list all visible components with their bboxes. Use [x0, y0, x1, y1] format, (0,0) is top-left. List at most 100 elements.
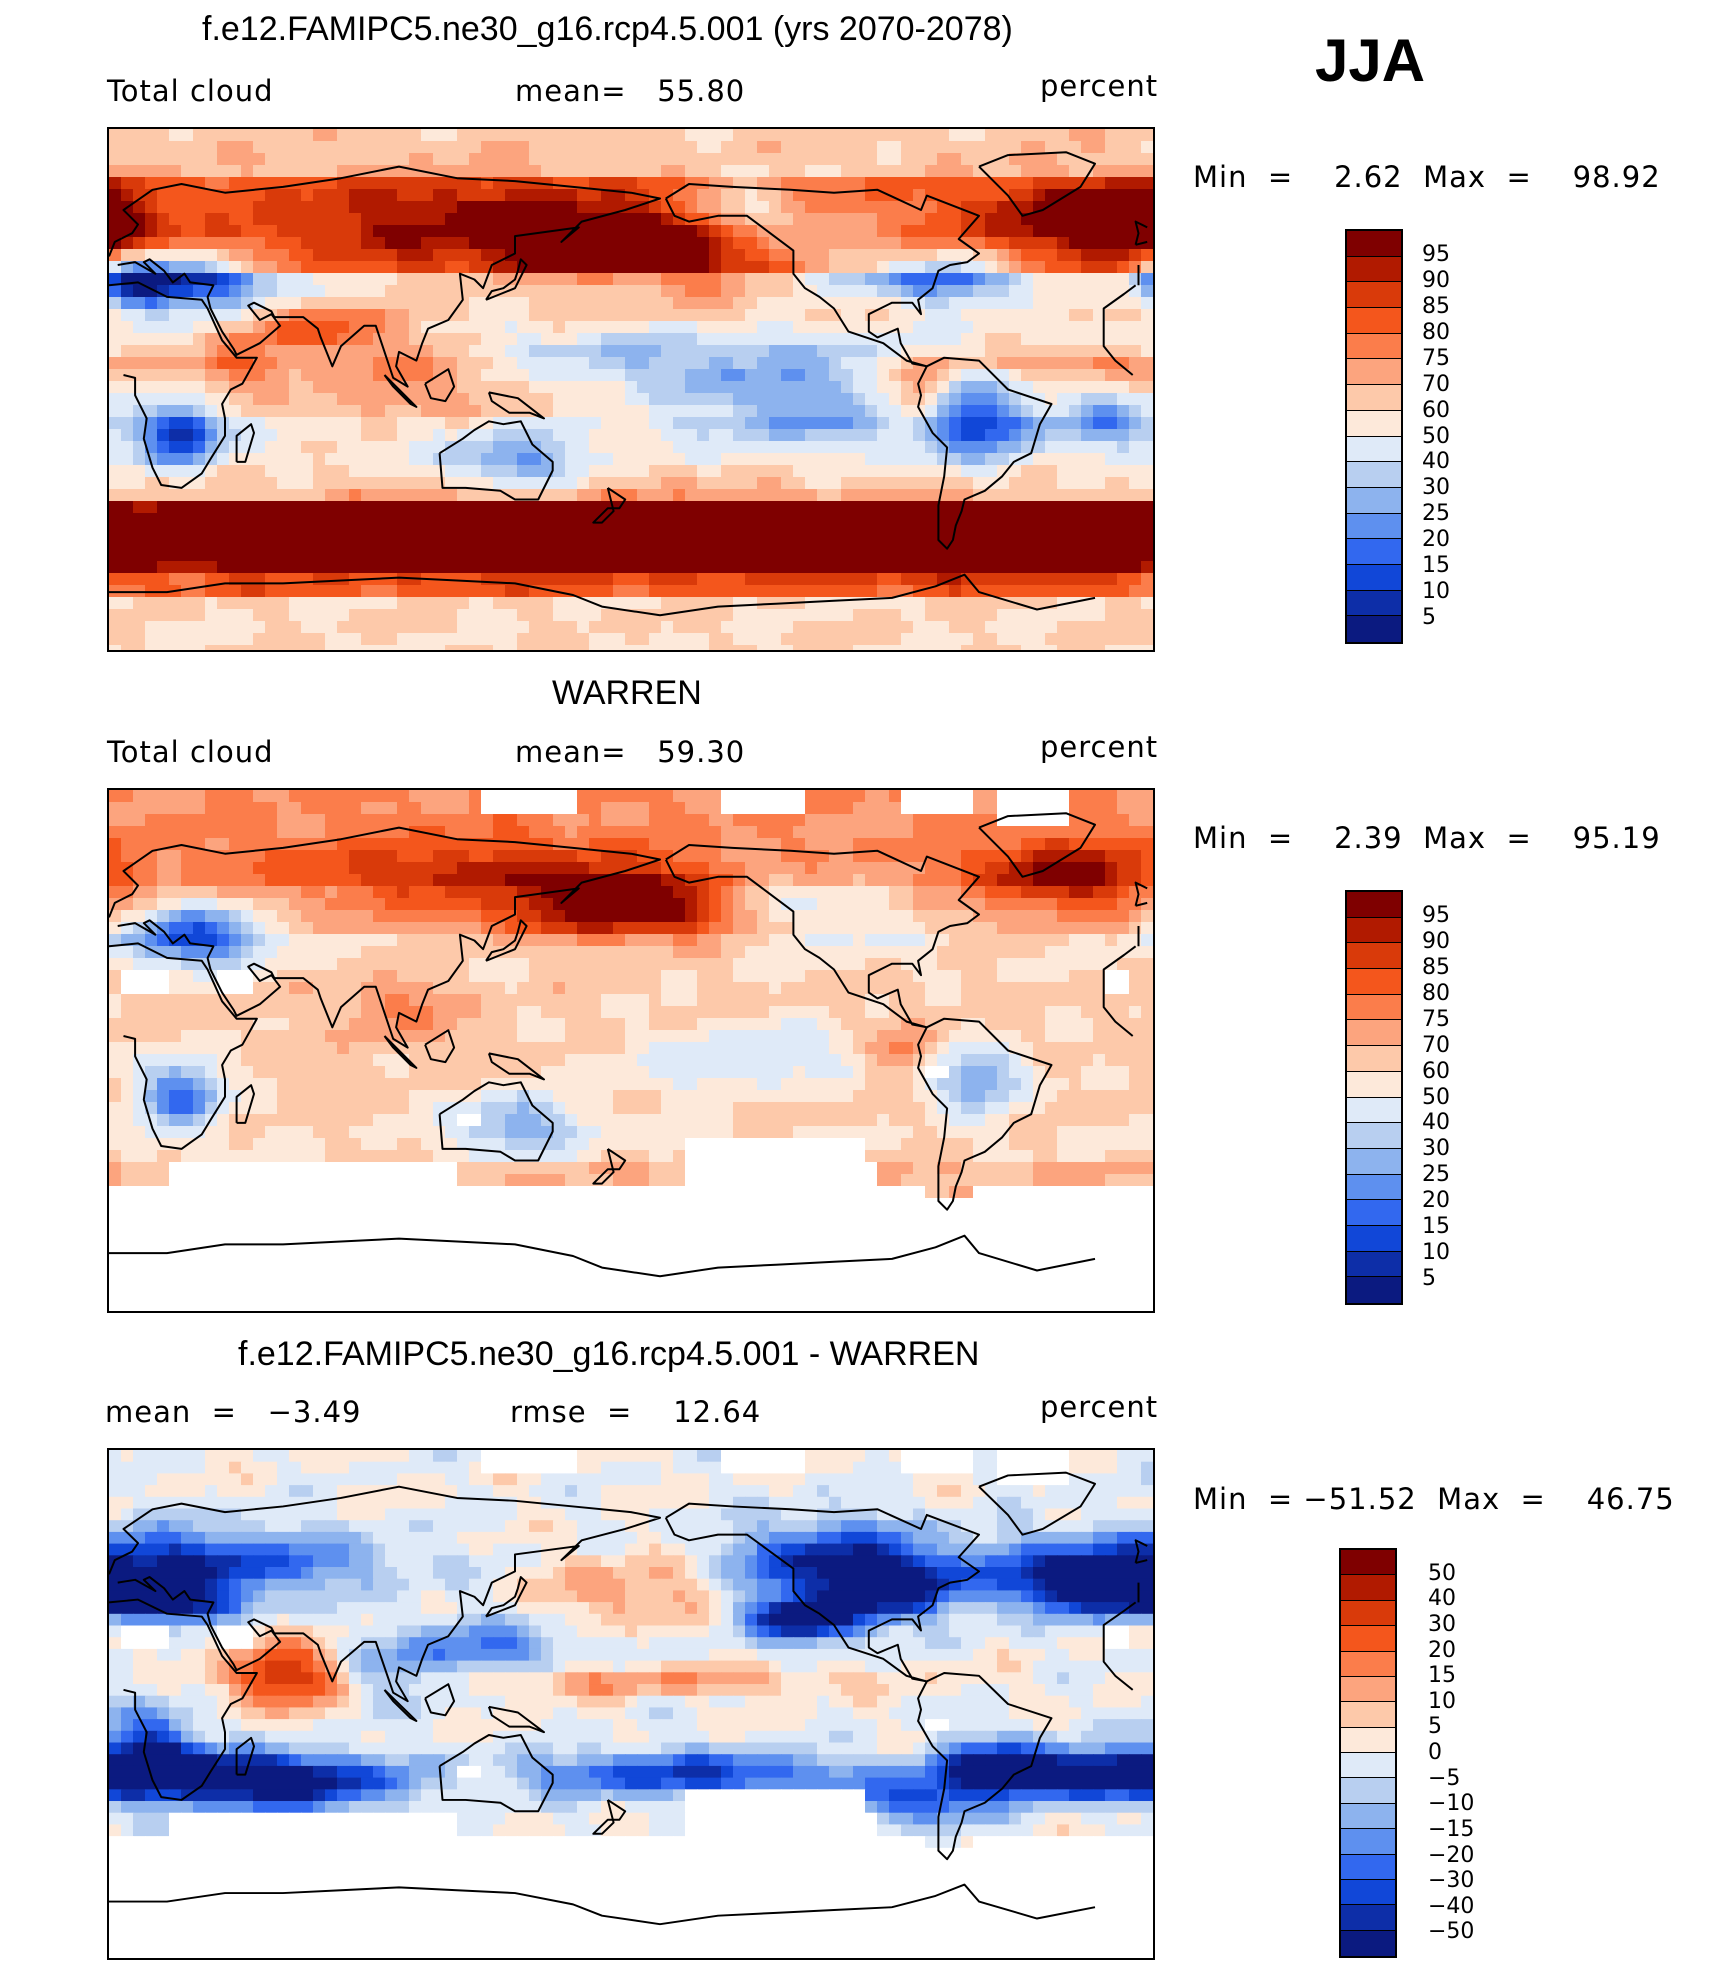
field-cell [193, 609, 206, 622]
field-cell [397, 609, 410, 622]
field-cell [649, 285, 662, 298]
field-cell [445, 429, 458, 442]
field-cell [169, 429, 182, 442]
field-cell [877, 369, 890, 382]
field-cell [433, 814, 446, 827]
field-cell [301, 189, 314, 202]
field-cell [997, 633, 1010, 646]
field-cell [709, 273, 722, 286]
field-cell [613, 802, 626, 815]
field-cell [217, 621, 230, 634]
field-cell [997, 285, 1010, 298]
field-cell [289, 814, 302, 827]
field-cell [445, 621, 458, 634]
newzealand [592, 487, 627, 524]
field-cell [697, 429, 710, 442]
field-cell [853, 802, 866, 815]
field-cell [661, 597, 674, 610]
field-cell [553, 213, 566, 226]
field-cell [661, 393, 674, 406]
field-cell [109, 369, 122, 382]
field-cell [793, 237, 806, 250]
field-cell [157, 537, 170, 550]
field-cell [1069, 309, 1082, 322]
field-cell [829, 826, 842, 839]
field-cell [661, 465, 674, 478]
field-cell [505, 357, 518, 370]
field-cell [1045, 862, 1058, 875]
field-cell [277, 441, 290, 454]
field-cell [445, 249, 458, 262]
field-cell [1021, 802, 1034, 815]
field-cell [553, 501, 566, 514]
field-cell [709, 357, 722, 370]
field-cell [277, 477, 290, 490]
field-cell [661, 549, 674, 562]
field-cell [337, 177, 350, 190]
field-cell [301, 489, 314, 502]
field-cell [853, 249, 866, 262]
field-cell [985, 922, 998, 935]
field-cell [601, 645, 614, 650]
field-cell [1057, 261, 1070, 274]
field-cell [1105, 273, 1118, 286]
field-cell [493, 357, 506, 370]
field-cell [529, 213, 542, 226]
field-cell [481, 826, 494, 839]
field-cell [661, 309, 674, 322]
australia-coast [438, 420, 554, 501]
field-cell [157, 862, 170, 875]
field-cell [877, 285, 890, 298]
field-cell [1021, 261, 1034, 274]
field-cell [1105, 862, 1118, 875]
field-cell [493, 525, 506, 538]
field-cell [781, 645, 794, 650]
field-cell [841, 381, 854, 394]
field-cell [997, 645, 1010, 650]
field-cell [421, 465, 434, 478]
field-cell [1069, 345, 1082, 358]
field-cell [913, 573, 926, 586]
field-cell [1093, 886, 1106, 899]
field-cell [913, 321, 926, 334]
field-cell [601, 177, 614, 190]
field-cell [409, 561, 422, 574]
field-cell [289, 645, 302, 650]
field-cell [865, 537, 878, 550]
field-cell [1105, 609, 1118, 622]
field-cell [109, 597, 122, 610]
field-cell [949, 249, 962, 262]
field-cell [769, 910, 782, 923]
field-cell [1021, 826, 1034, 839]
field-cell [769, 225, 782, 238]
field-cell [961, 585, 974, 598]
field-cell [577, 501, 590, 514]
field-cell [685, 501, 698, 514]
field-cell [1021, 862, 1034, 875]
field-cell [505, 345, 518, 358]
field-cell [253, 237, 266, 250]
field-cell [193, 357, 206, 370]
field-cell [637, 874, 650, 887]
field-cell [469, 357, 482, 370]
field-cell [925, 249, 938, 262]
field-cell [913, 790, 926, 803]
field-cell [277, 537, 290, 550]
field-cell [205, 645, 218, 650]
field-cell [661, 826, 674, 839]
field-cell [1069, 561, 1082, 574]
field-cell [1141, 321, 1153, 334]
field-cell [193, 189, 206, 202]
field-cell [985, 609, 998, 622]
field-cell [373, 261, 386, 274]
field-cell [289, 802, 302, 815]
field-cell [685, 141, 698, 154]
field-cell [1009, 285, 1022, 298]
field-cell [985, 886, 998, 899]
field-cell [313, 814, 326, 827]
field-cell [1021, 838, 1034, 851]
field-cell [805, 249, 818, 262]
field-cell [1045, 141, 1058, 154]
field-cell [1057, 645, 1070, 650]
field-cell [877, 381, 890, 394]
